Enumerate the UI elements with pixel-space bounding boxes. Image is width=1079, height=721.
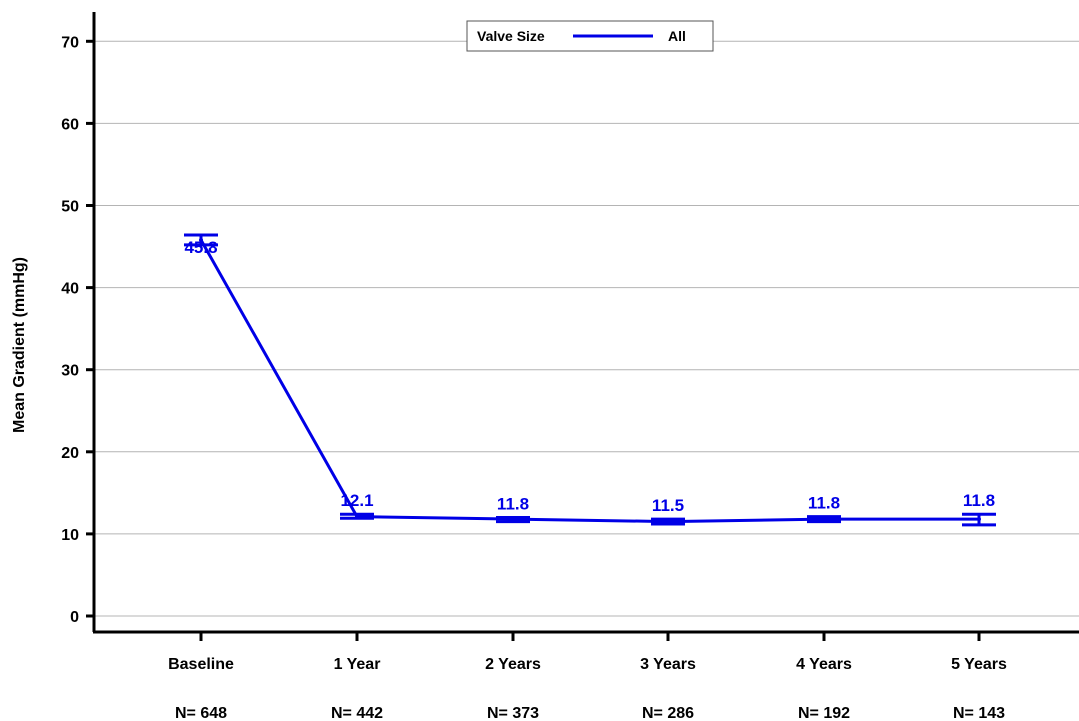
data-label: 11.8 (963, 491, 995, 510)
n-at-risk-label: N= 286 (642, 705, 694, 721)
y-tick-label: 10 (61, 527, 79, 544)
gridlines (94, 40, 1079, 617)
legend-series-label: All (668, 28, 686, 44)
legend: Valve Size All (466, 20, 714, 52)
data-point (977, 517, 981, 522)
data-point (355, 514, 359, 519)
data-point (511, 517, 515, 522)
data-point (822, 517, 826, 522)
series-all: 45.8 12.1 11.8 11.5 11.8 11.8 (184, 233, 996, 527)
n-at-risk-label: N= 442 (331, 705, 383, 721)
data-label: 11.8 (497, 494, 529, 513)
data-label: 11.8 (808, 494, 840, 513)
y-tick-label: 50 (61, 199, 79, 216)
x-tick-label: Baseline (168, 656, 234, 673)
legend-title: Valve Size (477, 28, 545, 44)
x-tick-label: 4 Years (796, 656, 852, 673)
data-point (666, 519, 670, 524)
n-at-risk-label: N= 373 (487, 705, 539, 721)
y-tick-label: 30 (61, 363, 79, 380)
x-ticks: Baseline N= 648 1 Year N= 442 2 Years N= 373 3… (168, 632, 1007, 721)
n-at-risk-label: N= 648 (175, 705, 227, 721)
x-tick-label: 2 Years (485, 656, 541, 673)
y-tick-label: 70 (61, 34, 79, 51)
y-tick-label: 20 (61, 445, 79, 462)
n-at-risk-label: N= 192 (798, 705, 850, 721)
axes (92, 12, 1079, 634)
series-line (199, 239, 979, 524)
y-ticks: 0 10 20 30 40 50 60 70 (61, 34, 94, 626)
data-point (199, 237, 203, 242)
data-label: 11.5 (652, 496, 684, 515)
y-tick-label: 60 (61, 116, 79, 133)
y-tick-label: 40 (61, 281, 79, 298)
n-at-risk-label: N= 143 (953, 705, 1005, 721)
data-label: 12.1 (340, 491, 373, 510)
x-tick-label: 5 Years (951, 656, 1007, 673)
x-tick-label: 1 Year (334, 656, 381, 673)
data-label: 45.8 (184, 238, 217, 257)
x-tick-label: 3 Years (640, 656, 696, 673)
y-axis-title: Mean Gradient (mmHg) (11, 257, 28, 433)
y-tick-label: 0 (70, 609, 79, 626)
